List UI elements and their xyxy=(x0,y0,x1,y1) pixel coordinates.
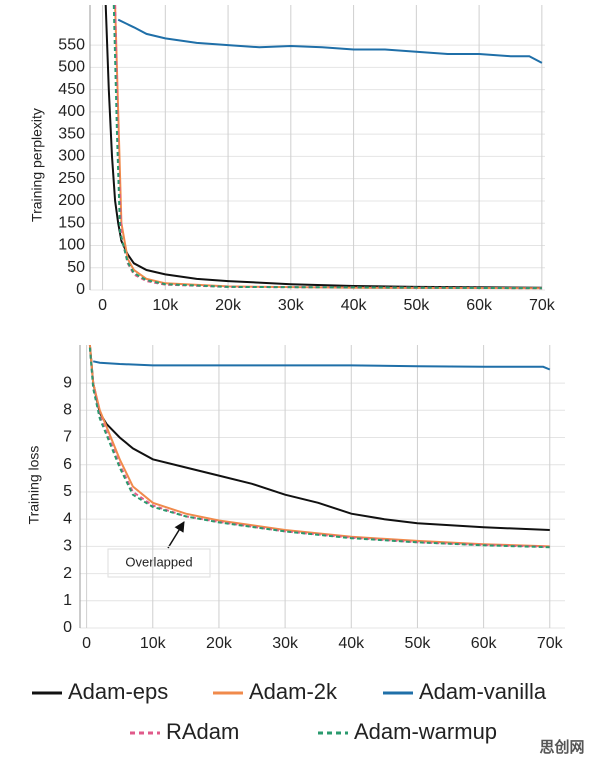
series-line xyxy=(92,360,551,371)
y-axis-title: Training loss xyxy=(26,446,42,525)
y-tick-label: 150 xyxy=(58,214,85,231)
y-tick-label: 7 xyxy=(63,429,72,446)
y-tick-label: 0 xyxy=(76,281,85,298)
x-tick-label: 60k xyxy=(466,297,493,314)
legend-label: RAdam xyxy=(166,719,239,744)
y-tick-label: 4 xyxy=(63,510,72,527)
legend-label: Adam-warmup xyxy=(354,719,497,744)
x-tick-label: 30k xyxy=(278,297,305,314)
y-tick-label: 500 xyxy=(58,59,85,76)
x-tick-label: 60k xyxy=(471,635,498,652)
x-tick-label: 50k xyxy=(405,635,432,652)
x-tick-label: 40k xyxy=(341,297,368,314)
x-tick-label: 50k xyxy=(403,297,430,314)
y-axis-title: Training perplexity xyxy=(29,108,45,222)
annotation-box xyxy=(107,548,211,578)
x-tick-label: 10k xyxy=(152,297,179,314)
y-tick-label: 2 xyxy=(63,565,72,582)
annotation: Overlapped xyxy=(125,554,192,569)
y-tick-label: 300 xyxy=(58,148,85,165)
x-tick-label: 20k xyxy=(206,635,233,652)
series-line xyxy=(88,347,550,548)
watermark: 思创网 xyxy=(539,738,584,756)
series-line xyxy=(117,18,543,64)
y-tick-label: 6 xyxy=(63,456,72,473)
y-tick-label: 550 xyxy=(58,36,85,53)
y-tick-label: 400 xyxy=(58,103,85,120)
x-tick-label: 0 xyxy=(82,635,91,652)
y-tick-label: 250 xyxy=(58,170,85,187)
y-tick-label: 8 xyxy=(63,402,72,419)
y-tick-label: 350 xyxy=(58,125,85,142)
series-line xyxy=(88,345,550,548)
y-tick-label: 50 xyxy=(67,259,85,276)
x-tick-label: 70k xyxy=(537,635,564,652)
y-tick-label: 0 xyxy=(63,619,72,636)
y-tick-label: 200 xyxy=(58,192,85,209)
x-tick-label: 0 xyxy=(98,297,107,314)
x-tick-label: 40k xyxy=(338,635,365,652)
series-line xyxy=(88,347,550,549)
x-tick-label: 30k xyxy=(272,635,299,652)
x-tick-label: 70k xyxy=(529,297,556,314)
y-tick-label: 5 xyxy=(63,483,72,500)
x-tick-label: 20k xyxy=(215,297,242,314)
x-tick-label: 10k xyxy=(140,635,167,652)
legend-label: Adam-eps xyxy=(68,679,168,704)
legend-label: Adam-2k xyxy=(249,679,338,704)
series-line xyxy=(104,5,542,289)
legend-label: Adam-vanilla xyxy=(419,679,547,704)
y-tick-label: 9 xyxy=(63,374,72,391)
series-line xyxy=(112,5,542,290)
y-tick-label: 100 xyxy=(58,237,85,254)
annotation-arrow xyxy=(167,521,185,549)
y-tick-label: 450 xyxy=(58,81,85,98)
y-tick-label: 1 xyxy=(63,592,72,609)
y-tick-label: 3 xyxy=(63,538,72,555)
